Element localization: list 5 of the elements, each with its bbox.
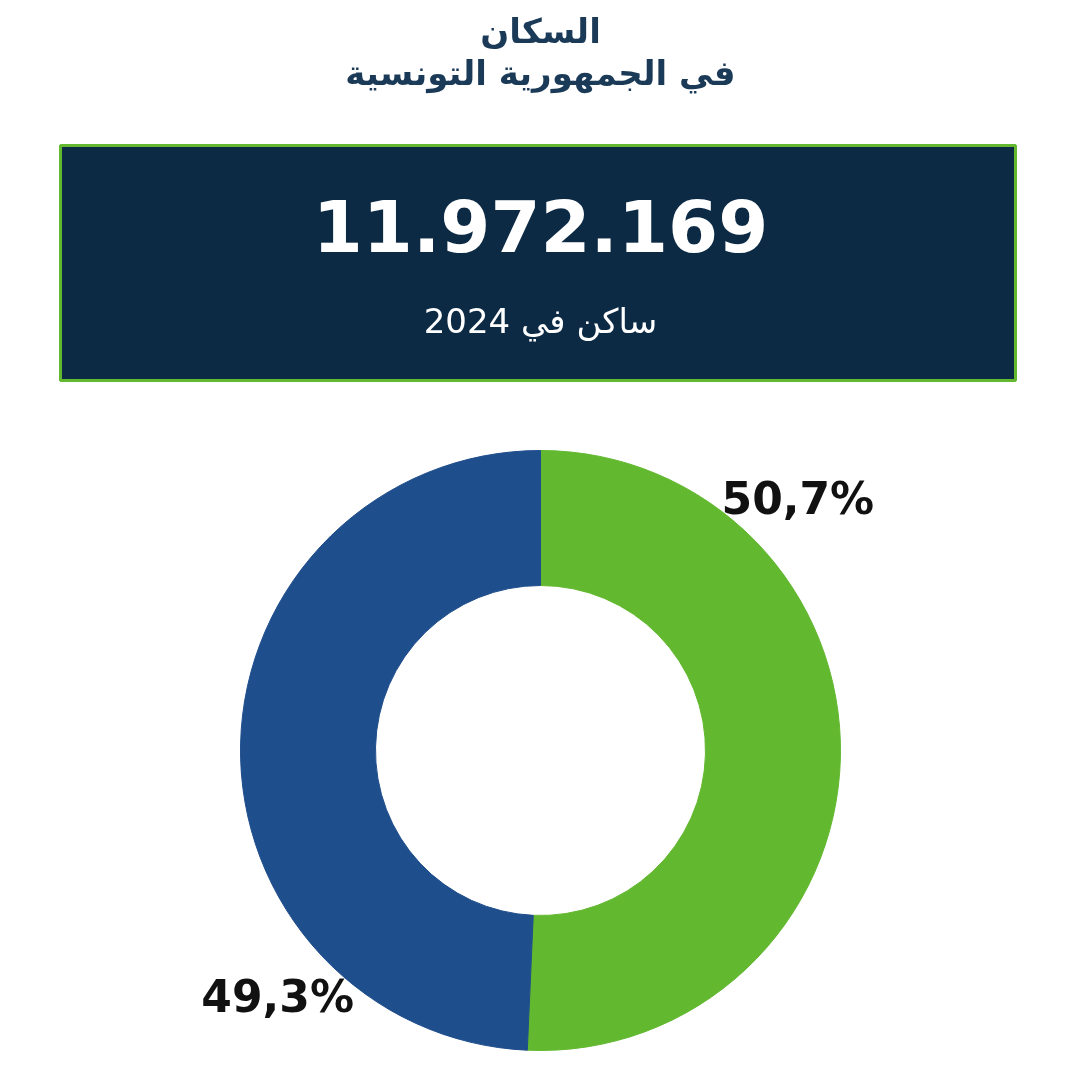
chart-title: السكان في الجمهورية التونسية [345,10,736,94]
data-label: 49,3% [201,971,355,1023]
data-label: 50,7% [721,473,875,525]
text: ساكن في 2024 [423,300,658,342]
text: 11.972.169 [312,185,769,269]
